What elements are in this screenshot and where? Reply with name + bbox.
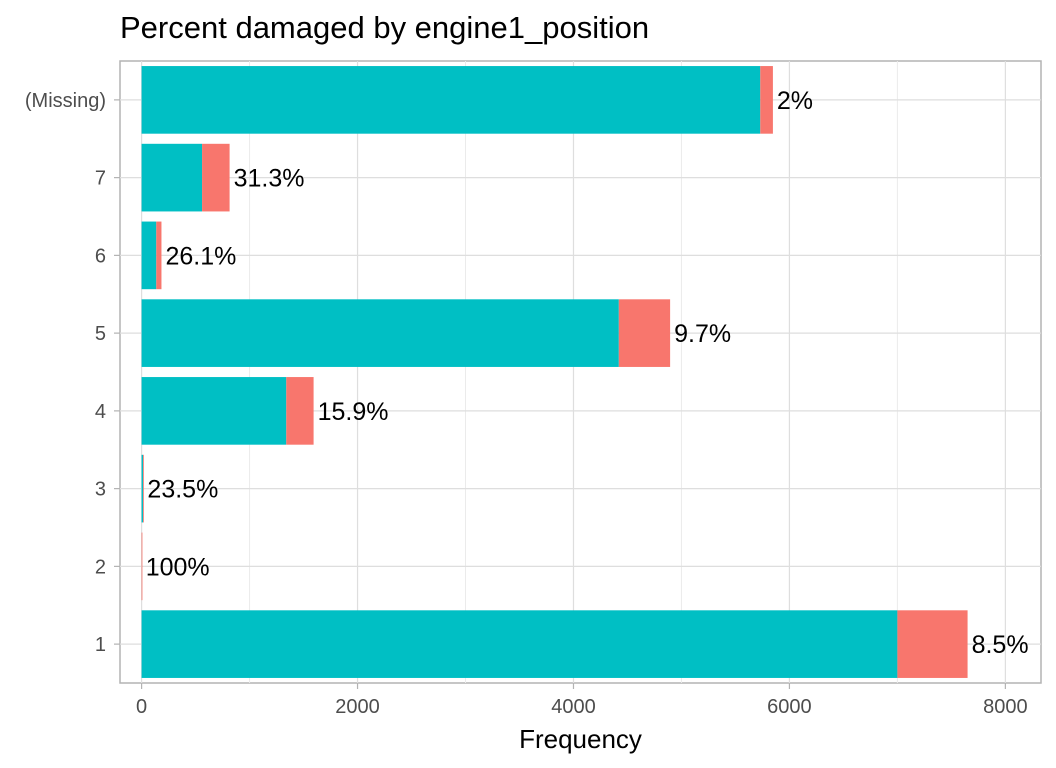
- y-tick-label-0: 1: [95, 634, 106, 656]
- y-tick-label-4: 5: [95, 323, 106, 345]
- bar-segment-teal-5: [141, 221, 157, 290]
- y-tick-label-5: 6: [95, 245, 106, 267]
- data-label-3: 15.9%: [318, 398, 389, 426]
- x-tick-label-2: 4000: [551, 696, 596, 718]
- data-labels: 8.5% 100% 23.5% 15.9% 9.7% 26.1% 31.3% 2%: [146, 87, 1029, 659]
- bar-segment-teal-2: [141, 454, 143, 523]
- bar-segment-red-4: [618, 299, 671, 367]
- y-tick-label-6: 7: [95, 168, 106, 190]
- chart-title: Percent damaged by engine1_position: [120, 10, 650, 45]
- x-tick-label-3: 6000: [767, 696, 812, 718]
- bar-segment-red-2: [142, 454, 144, 523]
- x-axis-title: Frequency: [519, 724, 642, 754]
- axes: 1 2 3 4 5 6 7 (Missing) 0 2000 4000 6000 8000: [25, 90, 1028, 718]
- bar-segment-teal-6: [141, 143, 203, 212]
- data-label-7: 2%: [777, 87, 813, 115]
- y-tick-label-7: (Missing): [25, 90, 106, 112]
- x-tick-label-1: 2000: [335, 696, 380, 718]
- bar-segment-red-7: [760, 66, 773, 134]
- plot-panel: [119, 60, 1042, 684]
- data-label-5: 26.1%: [165, 242, 236, 270]
- bar-segment-teal-4: [141, 299, 619, 367]
- data-label-1: 100%: [146, 553, 210, 581]
- data-label-0: 8.5%: [972, 631, 1029, 659]
- x-tick-label-4: 8000: [983, 696, 1028, 718]
- y-tick-label-3: 4: [95, 401, 106, 423]
- bar-segment-red-1: [141, 532, 143, 601]
- gridlines: [120, 61, 1041, 683]
- bar-segment-red-5: [156, 221, 162, 290]
- bars: [141, 66, 968, 678]
- y-tick-label-2: 3: [95, 479, 106, 501]
- bar-segment-red-3: [286, 377, 314, 445]
- data-label-4: 9.7%: [674, 320, 731, 348]
- x-tick-label-0: 0: [136, 696, 147, 718]
- bar-segment-red-6: [202, 143, 230, 212]
- data-label-6: 31.3%: [234, 165, 305, 193]
- y-tick-label-1: 2: [95, 556, 106, 578]
- bar-segment-teal-0: [141, 610, 898, 678]
- bar-segment-red-0: [897, 610, 968, 678]
- bar-segment-teal-7: [141, 66, 761, 134]
- bar-segment-teal-3: [141, 377, 287, 445]
- data-label-2: 23.5%: [147, 476, 218, 504]
